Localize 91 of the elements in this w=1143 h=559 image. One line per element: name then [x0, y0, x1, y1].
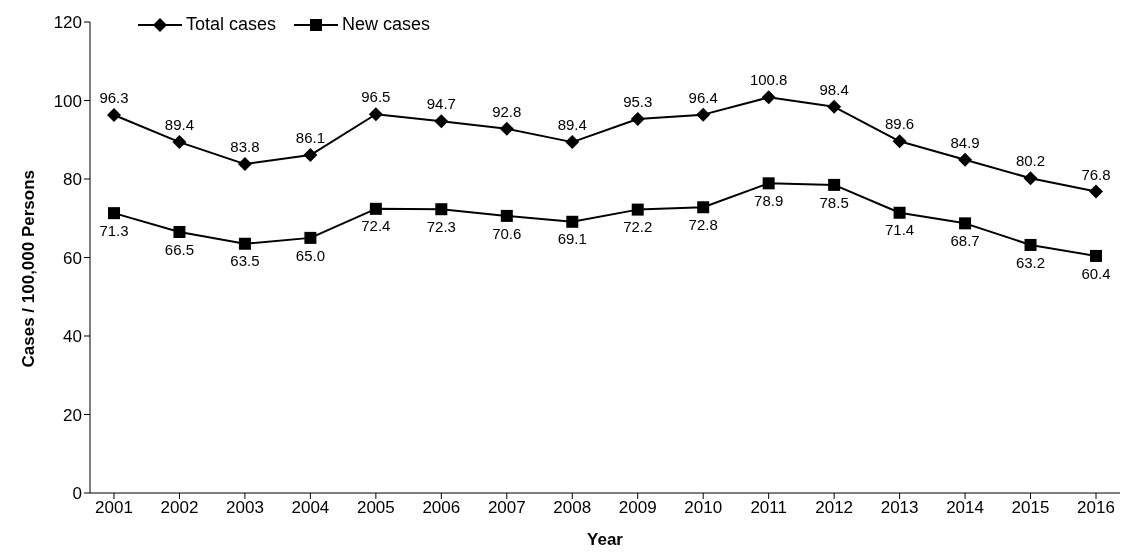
- y-tick-label: 60: [63, 248, 82, 268]
- data-label: 63.2: [1015, 253, 1046, 271]
- x-tick-label: 2014: [946, 498, 984, 518]
- point: [173, 225, 186, 238]
- point: [1090, 249, 1102, 262]
- point: [696, 107, 711, 122]
- y-tick-label: 40: [63, 327, 82, 347]
- point: [108, 207, 120, 220]
- data-label: 78.5: [819, 193, 849, 211]
- data-label: 92.8: [492, 102, 522, 120]
- data-label: 72.8: [688, 215, 718, 233]
- point: [893, 206, 906, 219]
- data-label: 63.5: [230, 252, 260, 270]
- data-label: 98.4: [819, 80, 849, 98]
- data-label: 96.4: [688, 88, 718, 106]
- data-label: 70.6: [492, 224, 522, 242]
- point: [1089, 184, 1103, 199]
- y-tick-label: 0: [72, 484, 82, 504]
- data-label: 80.2: [1015, 152, 1046, 170]
- y-tick-label: 100: [53, 91, 82, 111]
- point: [435, 203, 448, 216]
- data-label: 96.3: [99, 89, 129, 107]
- data-label: 72.2: [623, 218, 653, 236]
- point: [237, 157, 252, 172]
- x-tick-label: 2011: [750, 498, 787, 518]
- point: [368, 107, 383, 122]
- x-tick-label: 2013: [880, 498, 919, 518]
- x-tick-label: 2007: [487, 498, 526, 518]
- x-axis-title: Year: [587, 530, 624, 549]
- x-tick-label: 2009: [618, 498, 657, 518]
- point: [959, 217, 972, 230]
- data-label: 89.6: [885, 115, 915, 133]
- point: [565, 135, 580, 150]
- data-label: 100.8: [749, 71, 788, 89]
- data-label: 69.1: [557, 230, 587, 248]
- point: [238, 237, 251, 250]
- point: [697, 201, 710, 214]
- x-tick-label: 2005: [356, 498, 395, 518]
- point: [827, 99, 842, 114]
- x-tick-label: 2012: [815, 498, 854, 518]
- y-axis-title: Cases / 100,000 Persons: [19, 169, 39, 368]
- point: [107, 108, 121, 123]
- point: [1024, 238, 1037, 251]
- x-tick-label: 2003: [226, 498, 264, 518]
- data-label: 60.4: [1081, 264, 1111, 282]
- data-label: 86.1: [295, 129, 325, 147]
- y-tick-label: 80: [63, 170, 82, 190]
- legend-label: Total cases: [186, 14, 277, 35]
- y-tick-label: 120: [53, 13, 82, 33]
- y-tick-label: 20: [63, 405, 82, 425]
- point: [369, 202, 382, 215]
- legend-label: New cases: [342, 14, 431, 35]
- data-label: 66.5: [164, 240, 195, 258]
- data-label: 71.3: [99, 221, 129, 239]
- data-label: 83.8: [230, 138, 260, 156]
- point: [304, 231, 317, 244]
- point: [958, 152, 973, 167]
- x-tick-label: 2001: [95, 498, 133, 518]
- data-label: 72.3: [426, 217, 456, 235]
- point: [172, 135, 187, 150]
- x-tick-label: 2010: [684, 498, 723, 518]
- x-tick-label: 2006: [422, 498, 461, 518]
- point: [828, 178, 841, 191]
- point: [566, 215, 579, 228]
- x-tick-label: 2002: [160, 498, 199, 518]
- x-tick-label: 2008: [553, 498, 592, 518]
- point: [1023, 171, 1038, 186]
- data-label: 94.7: [426, 95, 456, 113]
- data-label: 72.4: [361, 217, 391, 235]
- point: [631, 203, 644, 216]
- x-tick-label: 2015: [1011, 498, 1050, 518]
- data-label: 76.8: [1081, 165, 1111, 183]
- point: [434, 114, 449, 129]
- data-label: 65.0: [295, 246, 325, 264]
- data-label: 96.5: [361, 88, 391, 106]
- data-label: 84.9: [950, 133, 980, 151]
- point: [761, 90, 776, 105]
- point: [892, 134, 907, 149]
- point: [303, 148, 318, 163]
- x-tick-label: 2004: [291, 498, 330, 518]
- data-label: 89.4: [164, 116, 195, 134]
- x-tick-label: 2016: [1077, 498, 1115, 518]
- data-label: 89.4: [557, 116, 587, 134]
- data-label: 71.4: [885, 221, 915, 239]
- point: [500, 209, 513, 222]
- data-label: 95.3: [623, 92, 653, 110]
- point: [630, 111, 645, 126]
- data-label: 68.7: [950, 232, 980, 249]
- point: [499, 121, 514, 136]
- data-label: 78.9: [754, 191, 784, 209]
- point: [762, 177, 775, 190]
